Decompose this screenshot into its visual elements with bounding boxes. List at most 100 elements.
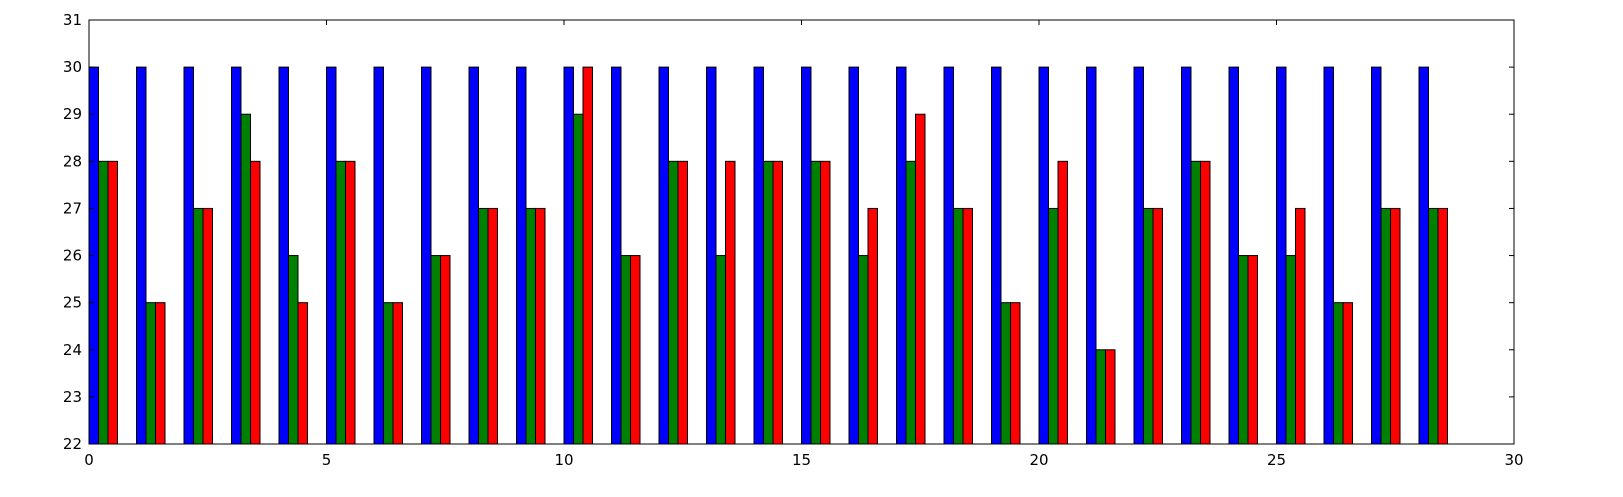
bar-series0-x6 (373, 66, 384, 445)
bar-series2-x15 (820, 160, 831, 445)
bar-series2-x18 (962, 207, 973, 445)
bar-series0-x2 (183, 66, 194, 445)
bar-series0-x7 (421, 66, 432, 445)
bar-series2-x14 (772, 160, 783, 445)
bar-series0-x24 (1228, 66, 1239, 445)
bar-series1-x27 (1380, 207, 1391, 445)
bar-series1-x15 (810, 160, 821, 445)
bar-series1-x11 (620, 255, 631, 445)
bar-series0-x18 (943, 66, 954, 445)
y-tick-label-25: 25 (63, 294, 82, 312)
bar-series2-x5 (345, 160, 356, 445)
bar-series2-x11 (630, 255, 641, 445)
bar-series2-x22 (1152, 207, 1163, 445)
bar-series0-x1 (136, 66, 147, 445)
x-tick-label-0: 0 (84, 451, 94, 469)
bar-series2-x10 (582, 66, 593, 445)
bar-series2-x20 (1057, 160, 1068, 445)
bar-series1-x21 (1095, 349, 1106, 445)
y-tick-label-31: 31 (63, 11, 82, 29)
x-tick-label-10: 10 (554, 451, 573, 469)
bar-series1-x7 (430, 255, 441, 445)
bar-series1-x3 (240, 113, 251, 445)
bar-series2-x12 (677, 160, 688, 445)
bar-series2-x7 (440, 255, 451, 445)
bar-series1-x22 (1143, 207, 1154, 445)
bar-series0-x11 (611, 66, 622, 445)
x-tick-label-5: 5 (322, 451, 332, 469)
y-tick-label-27: 27 (63, 199, 82, 217)
bar-series2-x0 (107, 160, 118, 445)
bar-series2-x13 (725, 160, 736, 445)
bar-series0-x5 (326, 66, 337, 445)
bar-series2-x1 (155, 302, 166, 445)
x-tick-label-20: 20 (1029, 451, 1048, 469)
bar-series0-x16 (848, 66, 859, 445)
bar-series1-x13 (715, 255, 726, 445)
bar-series0-x14 (753, 66, 764, 445)
bar-series1-x18 (953, 207, 964, 445)
x-tick-label-30: 30 (1504, 451, 1523, 469)
bar-series1-x20 (1048, 207, 1059, 445)
bar-series1-x6 (383, 302, 394, 445)
bar-series0-x4 (278, 66, 289, 445)
bar-series0-x26 (1323, 66, 1334, 445)
bar-series2-x16 (867, 207, 878, 445)
bar-series0-x17 (896, 66, 907, 445)
bar-series2-x17 (915, 113, 926, 445)
bar-series0-x27 (1371, 66, 1382, 445)
bar-series1-x19 (1000, 302, 1011, 445)
bar-series2-x2 (202, 207, 213, 445)
bar-series1-x4 (288, 255, 299, 445)
y-tick-label-23: 23 (63, 388, 82, 406)
bar-series2-x28 (1437, 207, 1448, 445)
bar-series1-x17 (905, 160, 916, 445)
x-tick-label-25: 25 (1267, 451, 1286, 469)
bar-series0-x12 (658, 66, 669, 445)
bar-series2-x3 (250, 160, 261, 445)
bar-series2-x6 (392, 302, 403, 445)
y-tick-label-29: 29 (63, 105, 82, 123)
bar-series1-x12 (668, 160, 679, 445)
bar-series0-x10 (563, 66, 574, 445)
bar-series2-x21 (1105, 349, 1116, 445)
bar-series1-x26 (1333, 302, 1344, 445)
x-tick-label-15: 15 (792, 451, 811, 469)
bar-series1-x28 (1428, 207, 1439, 445)
y-tick-label-24: 24 (63, 341, 82, 359)
bar-series2-x9 (535, 207, 546, 445)
bar-series2-x23 (1200, 160, 1211, 445)
bar-series1-x10 (573, 113, 584, 445)
bar-series0-x21 (1086, 66, 1097, 445)
bar-series0-x23 (1181, 66, 1192, 445)
y-tick-label-28: 28 (63, 152, 82, 170)
bar-series1-x25 (1285, 255, 1296, 445)
bar-series1-x8 (478, 207, 489, 445)
bar-series0-x25 (1276, 66, 1287, 445)
y-tick-label-22: 22 (63, 435, 82, 453)
plot-frame (88, 19, 1515, 445)
bar-series1-x0 (98, 160, 109, 445)
bar-series0-x13 (706, 66, 717, 445)
bar-series0-x15 (801, 66, 812, 445)
bar-series1-x14 (763, 160, 774, 445)
bar-series1-x9 (525, 207, 536, 445)
bar-series0-x8 (468, 66, 479, 445)
bar-series1-x23 (1190, 160, 1201, 445)
bar-series0-x20 (1038, 66, 1049, 445)
bar-series0-x22 (1133, 66, 1144, 445)
bar-series1-x24 (1238, 255, 1249, 445)
bar-series2-x25 (1295, 207, 1306, 445)
y-tick-label-26: 26 (63, 247, 82, 265)
bar-series1-x16 (858, 255, 869, 445)
bar-series2-x26 (1342, 302, 1353, 445)
bar-series1-x2 (193, 207, 204, 445)
y-tick-label-30: 30 (63, 58, 82, 76)
bar-series2-x4 (297, 302, 308, 445)
bar-series0-x9 (516, 66, 527, 445)
bar-series0-x19 (991, 66, 1002, 445)
bar-series2-x24 (1247, 255, 1258, 445)
bar-series1-x5 (335, 160, 346, 445)
